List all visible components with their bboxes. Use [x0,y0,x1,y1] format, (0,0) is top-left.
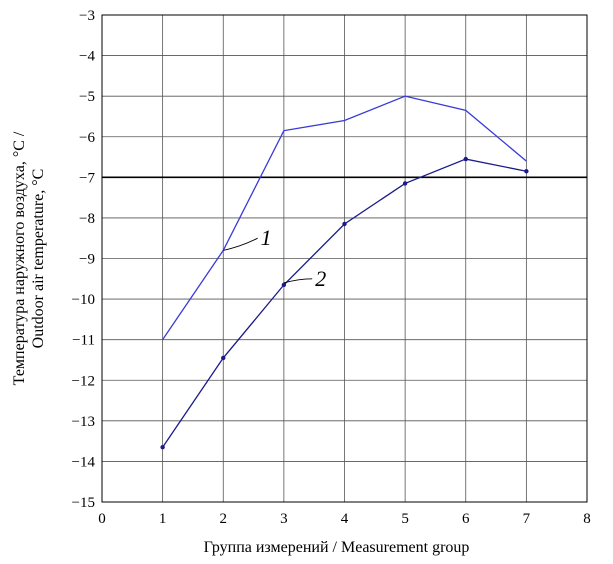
data-point [524,169,529,174]
x-tick-label: 7 [523,511,531,527]
data-point [221,355,226,361]
y-tick-label: −10 [72,292,95,308]
y-tick-label: −3 [79,8,95,24]
series-label-leader [283,278,313,284]
data-point [160,445,165,450]
plot-frame [101,14,588,503]
y-tick-label: −13 [72,414,95,430]
x-tick-label: 2 [220,511,228,527]
x-axis-label: Группа измерений / Measurement group [204,539,470,556]
y-tick-label: −4 [79,49,95,65]
series-2: 2 [160,156,529,450]
x-tick-label: 5 [401,511,409,527]
y-tick-label: −15 [72,495,95,511]
data-point [463,156,468,162]
y-tick-label: −5 [79,89,95,105]
series-label: 1 [261,225,272,250]
y-axis-label: Температура наружного воздуха, °C / Outd… [11,131,47,385]
x-tick-label: 3 [280,511,288,527]
y-axis-label-line1: Температура наружного воздуха, °C / [11,131,28,385]
y-axis-label-line2: Outdoor air temperature, °C [30,169,47,349]
x-tick-label: 1 [159,511,167,527]
series-layer: 12 [160,95,529,450]
y-tick-label: −9 [79,252,95,268]
data-point [342,221,347,227]
y-tick-label: −6 [79,130,95,146]
y-tick-label: −8 [79,211,95,227]
tick-labels: 0 1 2 3 4 5 6 7 8−15−14−13−12−11−10−9−8−7−6−5−4−… [72,8,591,527]
y-tick-label: −11 [72,333,95,349]
x-tick-label: 4 [341,511,349,527]
series-label-leader [223,237,258,251]
series-1: 1 [162,95,527,341]
y-tick-label: −12 [72,373,95,389]
x-tick-label: 6 [462,511,470,527]
y-tick-label: −14 [72,454,96,470]
series-label: 2 [315,266,326,291]
y-tick-label: −7 [79,170,95,186]
data-point [402,181,408,186]
x-tick-label: 0 [98,511,106,527]
x-tick-label: 8 [583,511,591,527]
data-point [281,282,287,288]
